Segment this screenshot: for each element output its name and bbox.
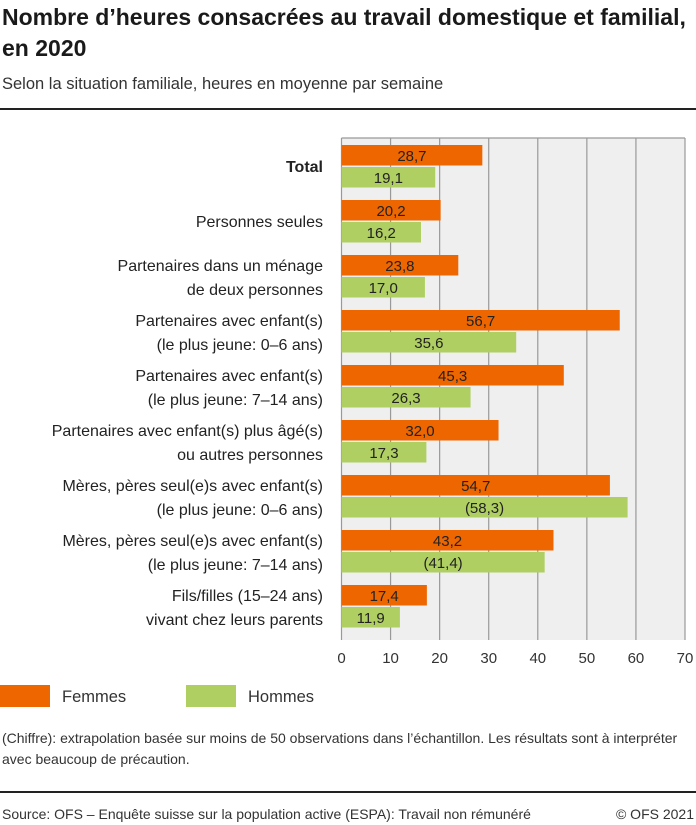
category-label: Partenaires avec enfant(s) plus âgé(s) — [52, 423, 323, 440]
category-label: (le plus jeune: 0–6 ans) — [157, 337, 323, 354]
bar-hommes — [341, 497, 628, 518]
x-tick-label: 20 — [431, 650, 448, 667]
bar-femmes — [341, 255, 459, 276]
bar-hommes — [341, 332, 517, 353]
category-label: (le plus jeune: 7–14 ans) — [148, 392, 323, 409]
bar-hommes — [341, 607, 400, 628]
chart-subtitle: Selon la situation familiale, heures en … — [2, 75, 444, 93]
category-label: Partenaires avec enfant(s) — [135, 313, 323, 330]
data-label: 17,4 — [370, 588, 399, 605]
bar-femmes — [341, 310, 620, 331]
category-label: Fils/filles (15–24 ans) — [172, 588, 323, 605]
bar-femmes — [341, 585, 427, 606]
data-label: 17,3 — [369, 445, 398, 462]
category-label: vivant chez leurs parents — [146, 612, 323, 629]
legend-label-femmes: Femmes — [62, 688, 126, 706]
data-label: 32,0 — [405, 423, 434, 440]
bar-femmes — [341, 365, 564, 386]
top-divider — [0, 108, 696, 110]
legend-label-hommes: Hommes — [248, 688, 314, 706]
x-tick-label: 50 — [579, 650, 596, 667]
bar-hommes — [341, 552, 545, 573]
footnote: (Chiffre): extrapolation basée sur moins… — [2, 730, 678, 767]
data-label: 11,9 — [357, 610, 385, 627]
bar-hommes — [341, 222, 421, 243]
x-tick-label: 30 — [480, 650, 497, 667]
category-label: Mères, pères seul(e)s avec enfant(s) — [62, 478, 323, 495]
chart-title: Nombre d’heures consacrées au travail do… — [2, 4, 686, 61]
category-label: (le plus jeune: 0–6 ans) — [157, 502, 323, 519]
category-label: de deux personnes — [187, 282, 323, 299]
legend-swatch-hommes — [186, 685, 236, 707]
category-label: ou autres personnes — [177, 447, 323, 464]
data-label: 17,0 — [369, 280, 398, 297]
data-label: 23,8 — [385, 258, 414, 275]
bar-femmes — [341, 420, 499, 441]
category-label: Partenaires avec enfant(s) — [135, 368, 323, 385]
bar-hommes — [341, 277, 425, 298]
bar-femmes — [341, 475, 610, 496]
bar-femmes — [341, 530, 554, 551]
bar-femmes — [341, 200, 441, 221]
category-label: Total — [286, 159, 323, 176]
data-label: 35,6 — [414, 335, 443, 352]
data-label: 20,2 — [376, 203, 405, 220]
data-label: 43,2 — [433, 533, 462, 550]
legend-swatch-femmes — [0, 685, 50, 707]
data-label: 26,3 — [391, 390, 420, 407]
data-label: 54,7 — [461, 478, 490, 495]
x-tick-label: 0 — [337, 650, 345, 667]
source-line: Source: OFS – Enquête suisse sur la popu… — [2, 806, 694, 822]
bottom-divider — [0, 791, 696, 793]
category-label: Personnes seules — [196, 214, 323, 231]
bar-hommes — [341, 167, 436, 188]
data-label: 28,7 — [397, 148, 426, 165]
x-tick-label: 10 — [382, 650, 399, 667]
copyright: © OFS 2021 — [615, 806, 694, 822]
category-label: (le plus jeune: 7–14 ans) — [148, 557, 323, 574]
category-label: Mères, pères seul(e)s avec enfant(s) — [62, 533, 323, 550]
data-label: (58,3) — [465, 500, 504, 517]
x-tick-label: 60 — [628, 650, 645, 667]
bar-chart: 0 10 20 30 40 50 60 70 Total 28,7 19,1 Personnes se… — [0, 137, 694, 707]
source-text: Source: OFS – Enquête suisse sur la popu… — [2, 806, 531, 822]
bar-hommes — [341, 442, 427, 463]
x-tick-label: 40 — [529, 650, 546, 667]
data-label: 16,2 — [367, 225, 396, 242]
data-label: 56,7 — [466, 313, 495, 330]
bar-hommes — [341, 387, 471, 408]
category-label: Partenaires dans un ménage — [118, 258, 324, 275]
x-tick-label: 70 — [677, 650, 694, 667]
bar-femmes — [341, 145, 483, 166]
data-label: 19,1 — [374, 170, 403, 187]
data-label: 45,3 — [438, 368, 467, 385]
data-label: (41,4) — [423, 555, 462, 572]
